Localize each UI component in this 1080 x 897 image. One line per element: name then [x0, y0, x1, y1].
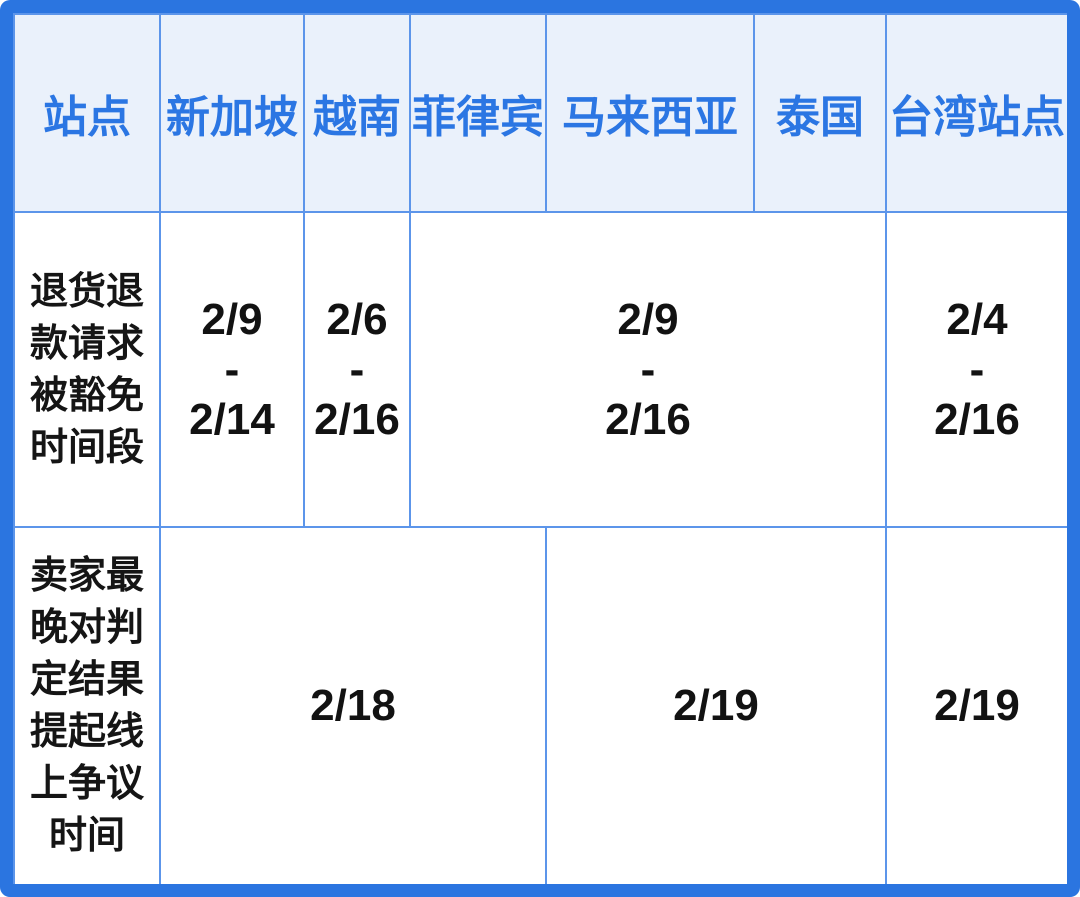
- header-vietnam: 越南: [303, 13, 411, 213]
- header-site: 站点: [13, 13, 161, 213]
- exemption-ph-my-th-cell: 2/9 - 2/16: [409, 211, 887, 528]
- dispute-sg-vn-ph-cell: 2/18: [159, 526, 547, 884]
- header-row: 站点 新加坡 越南 菲律宾 马来西亚 泰国 台湾站点: [13, 13, 1067, 213]
- header-taiwan: 台湾站点: [885, 13, 1067, 213]
- header-singapore: 新加坡: [159, 13, 305, 213]
- header-malaysia: 马来西亚: [545, 13, 755, 213]
- dispute-deadline-row: 卖家最 晚对判 定结果 提起线 上争议 时间 2/18 2/19 2/19: [13, 526, 1067, 884]
- exemption-period-label: 退货退 款请求 被豁免 时间段: [13, 211, 161, 528]
- dispute-taiwan-cell: 2/19: [885, 526, 1067, 884]
- header-thailand: 泰国: [753, 13, 887, 213]
- exemption-vietnam-cell: 2/6 - 2/16: [303, 211, 411, 528]
- header-philippines: 菲律宾: [409, 13, 547, 213]
- exemption-singapore-cell: 2/9 - 2/14: [159, 211, 305, 528]
- exemption-taiwan-cell: 2/4 - 2/16: [885, 211, 1067, 528]
- exemption-period-row: 退货退 款请求 被豁免 时间段 2/9 - 2/14 2/6 - 2/16 2/…: [13, 211, 1067, 528]
- dispute-my-th-cell: 2/19: [545, 526, 887, 884]
- dispute-deadline-label: 卖家最 晚对判 定结果 提起线 上争议 时间: [13, 526, 161, 884]
- refund-schedule-table: 站点 新加坡 越南 菲律宾 马来西亚 泰国 台湾站点 退货退 款请求 被豁免 时…: [13, 13, 1067, 884]
